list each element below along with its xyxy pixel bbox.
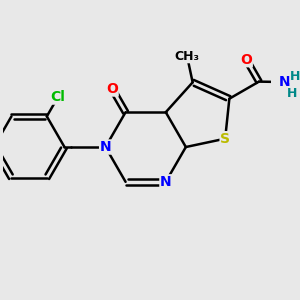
Text: N: N	[160, 175, 172, 189]
Text: O: O	[106, 82, 118, 96]
Text: N: N	[279, 75, 291, 89]
Text: Cl: Cl	[50, 90, 65, 104]
Text: O: O	[240, 53, 252, 67]
Text: N: N	[100, 140, 111, 154]
Text: S: S	[220, 132, 230, 146]
Text: H: H	[286, 87, 297, 100]
Text: CH₃: CH₃	[175, 50, 200, 63]
Text: H: H	[290, 70, 300, 83]
